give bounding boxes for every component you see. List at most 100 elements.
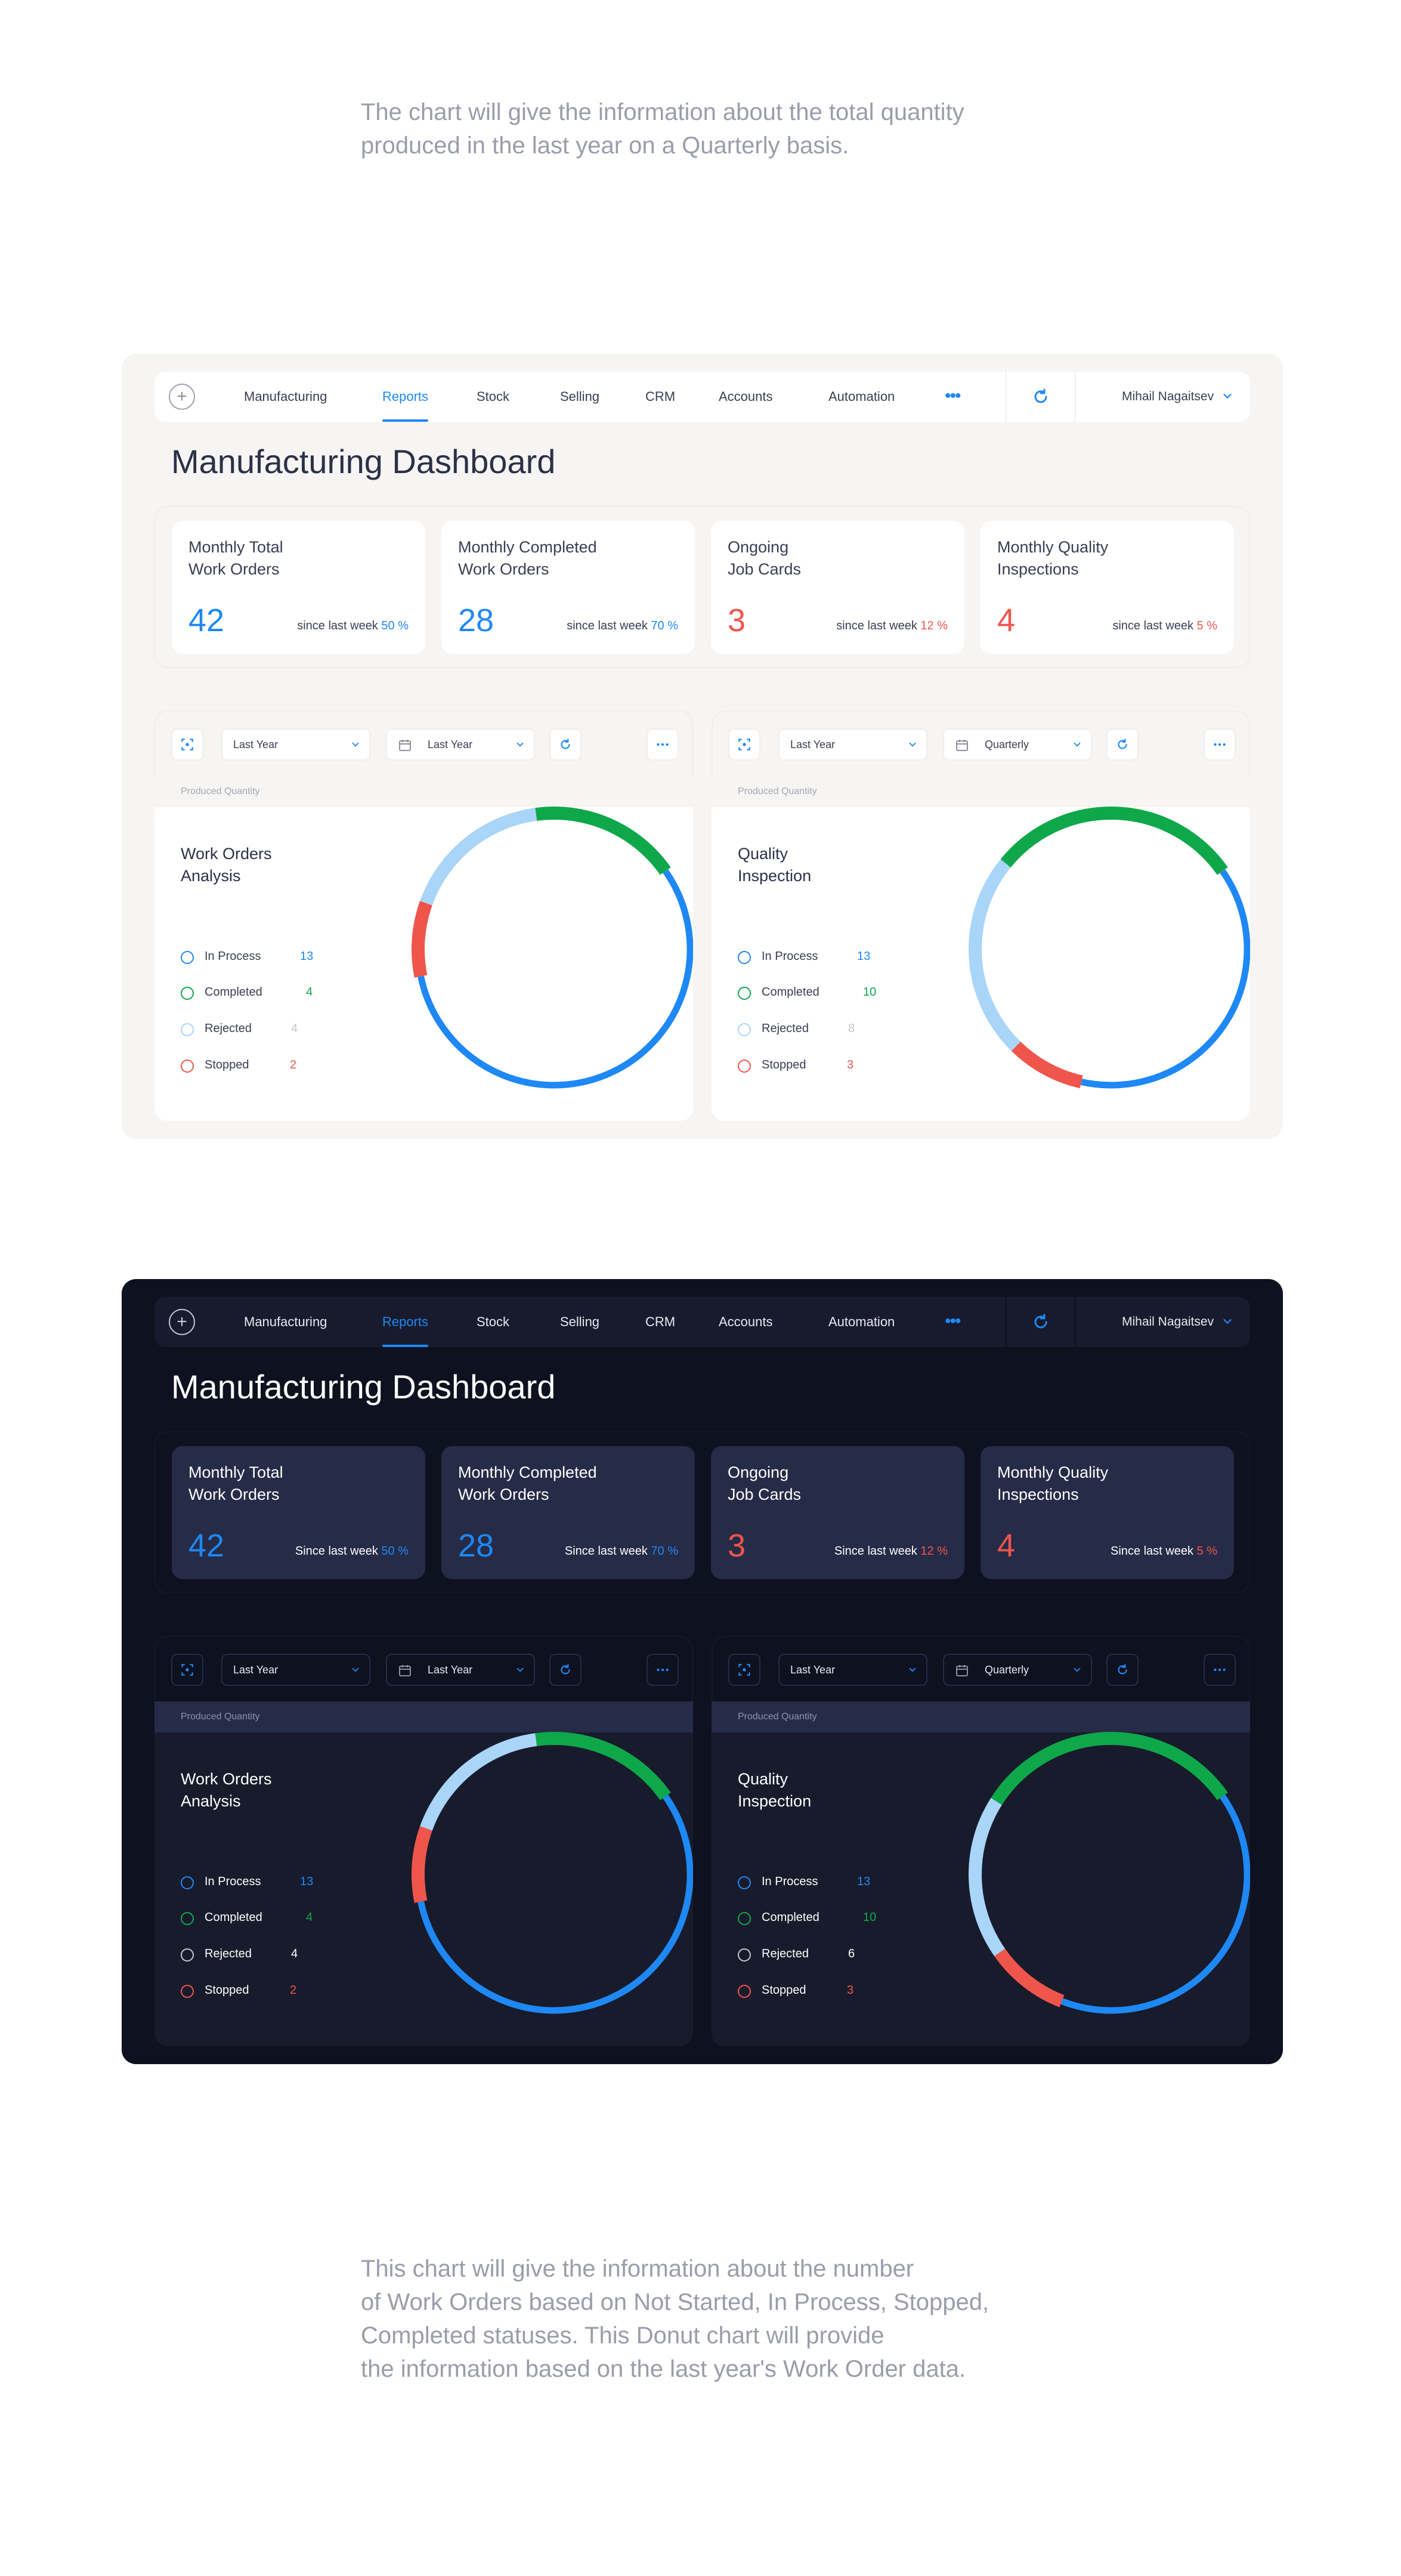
user-name[interactable]: Mihail Nagaitsev — [1122, 390, 1214, 403]
legend-item-stopped[interactable]: Stopped 2 — [181, 1057, 360, 1074]
focus-icon[interactable] — [728, 1654, 760, 1686]
legend-item-completed[interactable]: Completed 4 — [181, 1909, 360, 1927]
nav-item-crm[interactable]: CRM — [645, 1314, 676, 1329]
kpi-value: 42 — [188, 1528, 225, 1564]
date-range-select[interactable]: Quarterly — [943, 1654, 1092, 1686]
more-options-icon[interactable] — [1204, 1654, 1236, 1686]
chevron-down-icon[interactable] — [1221, 1315, 1234, 1328]
legend-item-stopped[interactable]: Stopped 3 — [738, 1057, 917, 1074]
donut-slice-stopped[interactable] — [1011, 1041, 1083, 1089]
legend-item-completed[interactable]: Completed 10 — [738, 1909, 917, 1927]
donut-slice-rejected[interactable] — [969, 859, 1021, 1051]
refresh-icon[interactable] — [1030, 1311, 1051, 1333]
refresh-icon[interactable] — [549, 1654, 582, 1686]
date-range-select[interactable]: Quarterly — [943, 728, 1092, 761]
kpi-card-total-work-orders[interactable]: Monthly Total Work Orders 42 since last … — [172, 521, 425, 654]
kpi-since: since last week 70 % — [567, 619, 678, 632]
nav-item-stock[interactable]: Stock — [477, 1314, 510, 1329]
donut-slice-in-process[interactable] — [417, 869, 693, 1089]
date-range-select[interactable]: Last Year — [386, 1654, 535, 1686]
user-name[interactable]: Mihail Nagaitsev — [1122, 1315, 1214, 1329]
legend-item-completed[interactable]: Completed 10 — [738, 984, 917, 1002]
widget-toolbar: Last Year Last Year — [154, 1636, 693, 1701]
legend-marker — [181, 1948, 194, 1962]
donut-slice-stopped[interactable] — [994, 1948, 1065, 2007]
donut-slice-rejected[interactable] — [420, 1733, 537, 1831]
nav-item-reports[interactable]: Reports — [382, 372, 429, 422]
widget-title: Quality Inspection — [738, 1770, 812, 1810]
kpi-since: since last week 12 % — [836, 619, 948, 632]
more-menu-icon[interactable]: ••• — [945, 1311, 961, 1331]
kpi-value: 4 — [997, 1528, 1016, 1564]
nav-item-accounts[interactable]: Accounts — [719, 389, 773, 404]
kpi-card-quality-inspections[interactable]: Monthly Quality Inspections 4 Since last… — [981, 1446, 1234, 1579]
legend-item-stopped[interactable]: Stopped 3 — [738, 1982, 917, 2000]
chevron-down-icon — [352, 742, 359, 747]
nav-item-crm[interactable]: CRM — [645, 389, 676, 404]
refresh-icon[interactable] — [549, 728, 582, 761]
nav-item-manufacturing[interactable]: Manufacturing — [244, 1314, 327, 1329]
donut-chart — [969, 807, 1250, 1089]
donut-slice-rejected[interactable] — [420, 808, 537, 906]
focus-icon[interactable] — [171, 728, 203, 761]
period-select[interactable]: Last Year — [778, 1654, 927, 1686]
chevron-down-icon[interactable] — [1221, 390, 1234, 403]
focus-icon[interactable] — [171, 1654, 203, 1686]
more-menu-icon[interactable]: ••• — [945, 386, 961, 406]
legend-item-rejected[interactable]: Rejected 4 — [181, 1020, 360, 1038]
legend-item-completed[interactable]: Completed 4 — [181, 984, 360, 1002]
legend-item-in-process[interactable]: In Process 13 — [738, 948, 917, 966]
kpi-card-ongoing-job-cards[interactable]: Ongoing Job Cards 3 since last week 12 % — [711, 521, 964, 654]
date-range-select[interactable]: Last Year — [386, 728, 535, 761]
donut-slice-in-process[interactable] — [1060, 1794, 1250, 2014]
donut-slice-completed[interactable] — [535, 807, 671, 875]
legend-item-rejected[interactable]: Rejected 4 — [181, 1945, 360, 1963]
quality-inspection-widget: Last Year Quarterly Produced Quantity Qu… — [712, 711, 1250, 1121]
legend-item-stopped[interactable]: Stopped 2 — [181, 1982, 360, 2000]
legend-marker — [181, 951, 194, 964]
refresh-icon[interactable] — [1106, 1654, 1139, 1686]
donut-slice-rejected[interactable] — [969, 1797, 1006, 1957]
refresh-icon[interactable] — [1030, 386, 1051, 407]
nav-item-automation[interactable]: Automation — [828, 389, 895, 404]
donut-slice-stopped[interactable] — [412, 901, 432, 978]
period-select[interactable]: Last Year — [221, 1654, 370, 1686]
legend-marker — [738, 987, 751, 1000]
legend-item-in-process[interactable]: In Process 13 — [181, 948, 360, 966]
add-icon[interactable]: + — [169, 384, 195, 410]
period-select[interactable]: Last Year — [778, 728, 927, 761]
legend-marker — [738, 1876, 751, 1889]
donut-slice-completed[interactable] — [1000, 807, 1228, 875]
nav-item-selling[interactable]: Selling — [560, 1314, 600, 1329]
donut-slice-completed[interactable] — [991, 1732, 1228, 1805]
nav-item-stock[interactable]: Stock — [477, 389, 510, 404]
kpi-card-quality-inspections[interactable]: Monthly Quality Inspections 4 since last… — [981, 521, 1234, 654]
nav-item-selling[interactable]: Selling — [560, 389, 600, 404]
more-options-icon[interactable] — [647, 728, 679, 761]
kpi-card-total-work-orders[interactable]: Monthly Total Work Orders 42 Since last … — [172, 1446, 425, 1579]
legend-item-rejected[interactable]: Rejected 6 — [738, 1945, 917, 1963]
kpi-card-completed-work-orders[interactable]: Monthly Completed Work Orders 28 Since l… — [441, 1446, 695, 1579]
page-title: Manufacturing Dashboard — [171, 443, 556, 480]
legend-item-in-process[interactable]: In Process 13 — [181, 1873, 360, 1891]
donut-slice-in-process[interactable] — [417, 1794, 693, 2014]
donut-slice-in-process[interactable] — [1080, 869, 1250, 1089]
more-options-icon[interactable] — [647, 1654, 679, 1686]
refresh-icon[interactable] — [1106, 728, 1139, 761]
kpi-since: Since last week 12 % — [834, 1545, 948, 1558]
focus-icon[interactable] — [728, 728, 760, 761]
kpi-card-completed-work-orders[interactable]: Monthly Completed Work Orders 28 since l… — [441, 521, 695, 654]
legend-item-in-process[interactable]: In Process 13 — [738, 1873, 917, 1891]
period-select[interactable]: Last Year — [221, 728, 370, 761]
nav-item-accounts[interactable]: Accounts — [719, 1314, 773, 1329]
more-options-icon[interactable] — [1204, 728, 1236, 761]
nav-item-automation[interactable]: Automation — [828, 1314, 895, 1329]
donut-slice-stopped[interactable] — [412, 1826, 432, 1903]
nav-item-manufacturing[interactable]: Manufacturing — [244, 389, 327, 404]
add-icon[interactable]: + — [169, 1309, 195, 1335]
nav-item-reports[interactable]: Reports — [382, 1297, 429, 1347]
top-navbar: + Manufacturing Reports Stock Selling CR… — [154, 372, 1250, 422]
kpi-card-ongoing-job-cards[interactable]: Ongoing Job Cards 3 Since last week 12 % — [711, 1446, 964, 1579]
donut-slice-completed[interactable] — [535, 1732, 671, 1800]
legend-item-rejected[interactable]: Rejected 8 — [738, 1020, 917, 1038]
